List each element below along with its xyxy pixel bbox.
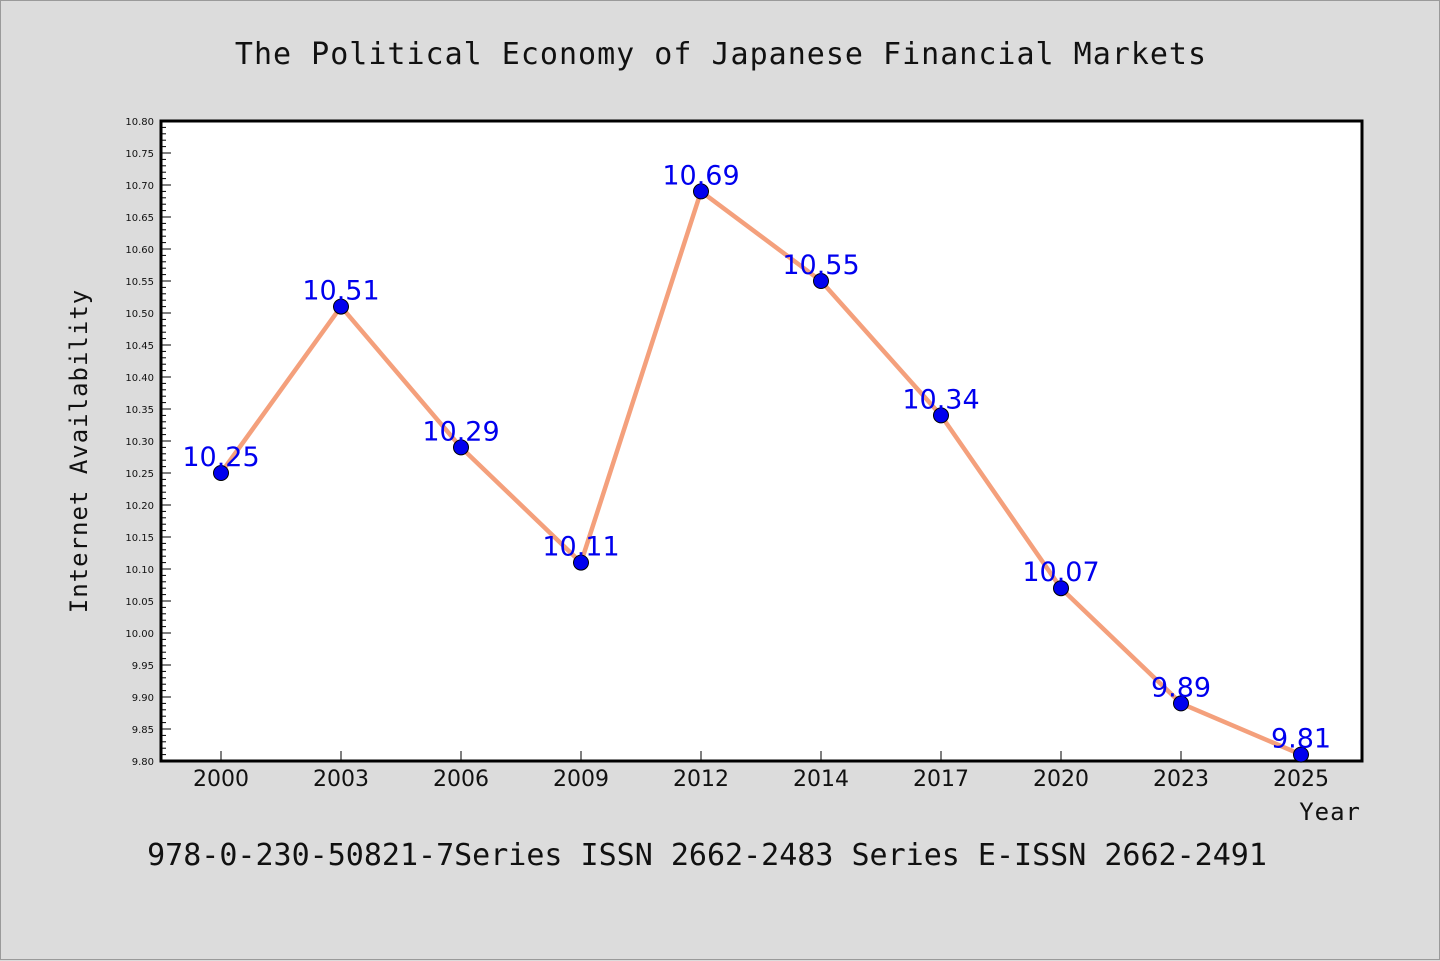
y-tick-label: 10.05 [125, 597, 154, 608]
data-point [813, 273, 829, 289]
data-label: 10.11 [542, 532, 619, 563]
y-tick-label: 10.15 [125, 533, 154, 544]
data-label: 10.51 [302, 276, 379, 307]
footer-isbn-text: 978-0-230-50821-7Series ISSN 2662-2483 S… [147, 838, 1267, 873]
data-label: 10.25 [182, 442, 259, 473]
y-tick-label: 10.50 [125, 309, 154, 320]
data-label: 9.81 [1271, 724, 1331, 755]
data-point [453, 439, 469, 456]
data-point [573, 554, 589, 571]
data-label: 10.29 [422, 416, 499, 447]
y-tick-label: 10.35 [125, 405, 154, 416]
x-tick-label: 2009 [553, 767, 609, 792]
data-label: 10.34 [902, 384, 979, 415]
data-point [1293, 746, 1309, 763]
data-label: 9.89 [1151, 672, 1211, 703]
x-axis-label: Year [1299, 798, 1361, 826]
y-tick-label: 10.20 [125, 501, 154, 512]
plot-area [159, 119, 1364, 763]
y-tick-label: 10.30 [125, 437, 154, 448]
data-point [333, 298, 349, 315]
series-layer [213, 183, 1309, 763]
y-axis-label: Internet Availability [65, 289, 93, 613]
x-tick-label: 2025 [1273, 767, 1329, 792]
y-axis: 9.80 9.85 9.90 9.95 10.00 10.05 10.10 10.15 10.2… [125, 117, 171, 768]
y-tick-label: 10.65 [125, 213, 154, 224]
y-tick-label: 10.45 [125, 341, 154, 352]
data-point [1053, 580, 1069, 597]
y-tick-label: 10.55 [125, 277, 154, 288]
chart-title: The Political Economy of Japanese Financ… [235, 37, 1207, 72]
y-tick-label: 10.70 [125, 181, 154, 192]
y-tick-label: 10.25 [125, 469, 154, 480]
data-label: 10.69 [662, 160, 739, 191]
x-tick-label: 2023 [1153, 767, 1209, 792]
x-tick-label: 2014 [793, 767, 849, 792]
data-label: 10.07 [1022, 557, 1099, 588]
data-labels: 10.25 10.51 10.29 10.11 10.69 10.55 10.34 10.07… [182, 160, 1331, 754]
y-tick-label: 10.75 [125, 149, 154, 160]
x-tick-label: 2020 [1033, 767, 1089, 792]
data-label: 10.55 [782, 250, 859, 281]
x-tick-label: 2000 [193, 767, 249, 792]
data-point [213, 465, 229, 481]
y-tick-label: 10.10 [125, 565, 154, 576]
y-tick-label: 10.80 [125, 117, 154, 128]
y-tick-label: 10.00 [125, 629, 154, 640]
data-point [933, 407, 949, 424]
y-tick-label: 9.95 [132, 661, 154, 672]
y-tick-label: 9.80 [132, 757, 154, 768]
x-tick-label: 2012 [673, 767, 729, 792]
x-tick-label: 2017 [913, 767, 969, 792]
y-tick-label: 9.85 [132, 725, 154, 736]
y-tick-label: 9.90 [132, 693, 154, 704]
series-line [218, 189, 1304, 757]
y-tick-label: 10.40 [125, 373, 154, 384]
x-tick-label: 2006 [433, 767, 489, 792]
data-point [693, 183, 709, 200]
x-tick-label: 2003 [313, 767, 369, 792]
x-axis: 2000 2003 2006 2009 2012 2014 2017 2020 2023 2025 [193, 751, 1329, 792]
data-point [1173, 695, 1189, 712]
y-tick-label: 10.60 [125, 245, 154, 256]
